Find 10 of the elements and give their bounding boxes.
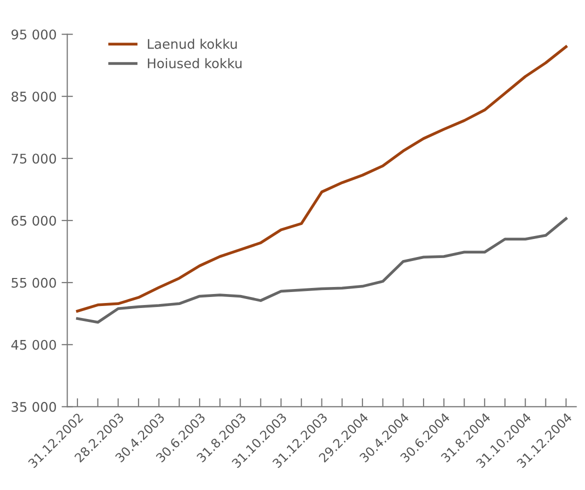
- y-tick-label: 55 000: [12, 278, 56, 288]
- y-tick-label: 85 000: [12, 92, 56, 102]
- y-tick-label: 95 000: [12, 30, 56, 40]
- legend-label: Laenud kokku: [148, 38, 237, 49]
- y-tick-label: 35 000: [12, 402, 56, 412]
- y-tick-label: 45 000: [11, 340, 56, 350]
- legend-label: Hoiused kokku: [148, 58, 242, 68]
- y-tick-label: 75 000: [12, 154, 56, 164]
- line-series: [76, 217, 568, 324]
- y-tick-label: 65 000: [12, 216, 56, 226]
